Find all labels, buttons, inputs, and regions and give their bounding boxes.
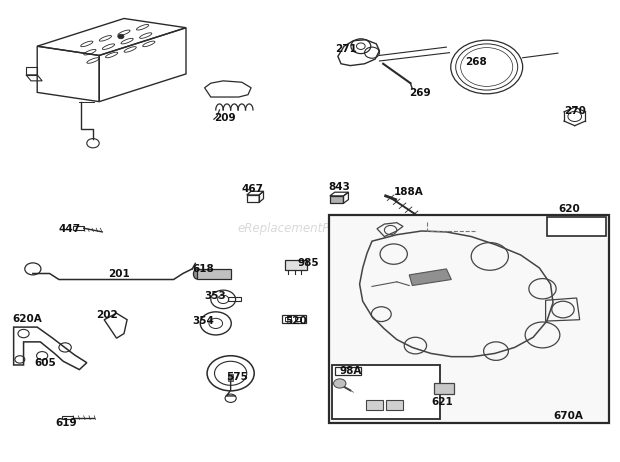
Circle shape xyxy=(118,34,124,39)
Text: 353: 353 xyxy=(205,291,226,301)
Bar xyxy=(547,217,606,236)
Bar xyxy=(285,317,291,321)
Bar xyxy=(294,317,301,321)
Text: eReplacementParts.com: eReplacementParts.com xyxy=(238,222,382,235)
Bar xyxy=(197,269,231,279)
Text: 271: 271 xyxy=(335,43,356,54)
Polygon shape xyxy=(409,269,451,286)
Text: 447: 447 xyxy=(59,224,81,234)
Bar xyxy=(335,367,361,375)
Text: 354: 354 xyxy=(192,316,214,326)
Bar xyxy=(228,374,233,381)
Text: 605: 605 xyxy=(34,358,56,368)
Bar xyxy=(332,365,440,419)
Text: 209: 209 xyxy=(214,113,236,123)
Text: 188A: 188A xyxy=(394,187,423,197)
Bar xyxy=(386,400,403,410)
Text: 467: 467 xyxy=(242,184,264,195)
Text: 575: 575 xyxy=(226,371,248,382)
Text: 620A: 620A xyxy=(12,314,42,324)
Text: 98A: 98A xyxy=(340,365,362,376)
Text: 621: 621 xyxy=(431,397,453,407)
Bar xyxy=(329,215,609,423)
Polygon shape xyxy=(330,196,343,203)
Text: 201: 201 xyxy=(108,268,130,279)
Text: 269: 269 xyxy=(409,88,431,98)
Text: 268: 268 xyxy=(465,57,487,67)
Text: 202: 202 xyxy=(96,310,118,320)
Bar xyxy=(228,297,241,301)
Text: 670A: 670A xyxy=(554,411,583,421)
Bar xyxy=(434,383,454,394)
Text: 843: 843 xyxy=(329,182,350,192)
Text: 520: 520 xyxy=(285,316,307,326)
Text: 620: 620 xyxy=(558,204,580,214)
Text: 985: 985 xyxy=(298,258,319,268)
Bar xyxy=(282,315,306,323)
Text: 618: 618 xyxy=(192,264,214,274)
Circle shape xyxy=(334,379,346,388)
Text: 619: 619 xyxy=(56,418,78,428)
Text: 270: 270 xyxy=(564,106,586,116)
Bar xyxy=(285,260,307,270)
Ellipse shape xyxy=(193,269,201,279)
Bar xyxy=(366,400,383,410)
